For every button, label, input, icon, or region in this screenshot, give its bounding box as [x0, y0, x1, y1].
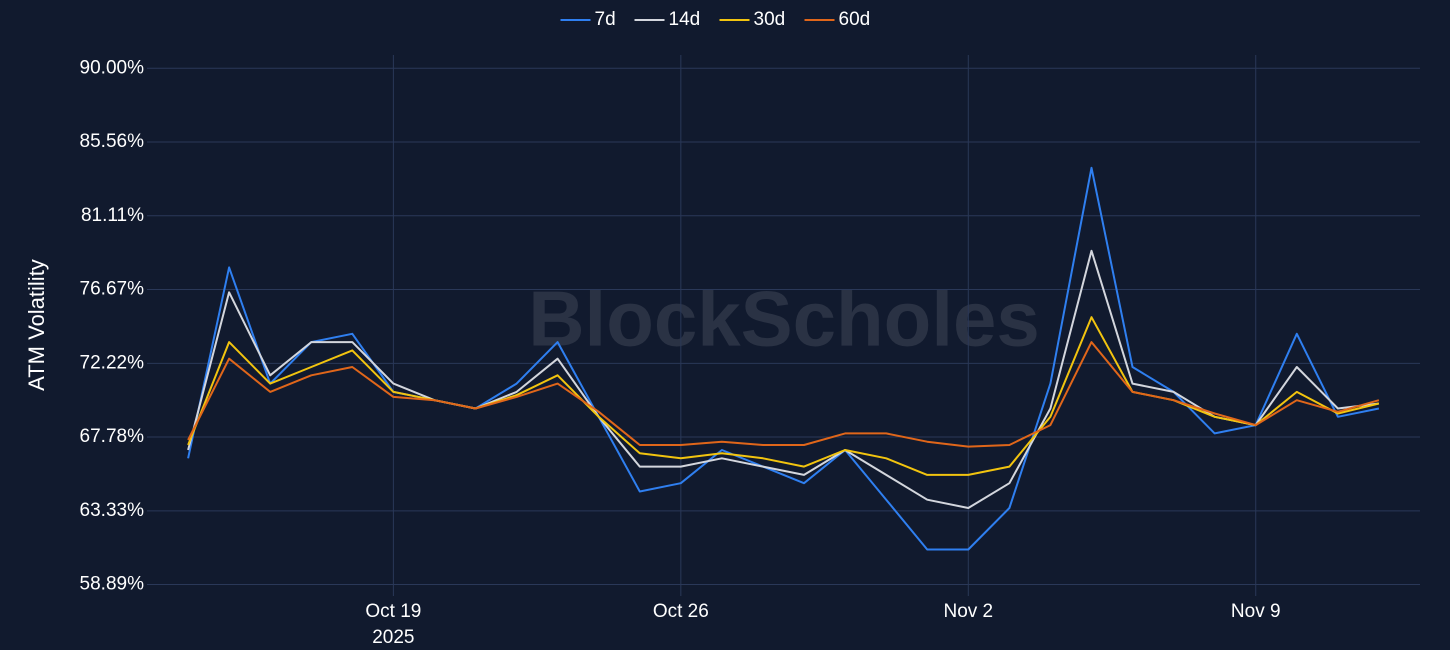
x-tick-label: Oct 19 — [365, 601, 421, 622]
legend-label[interactable]: 14d — [669, 9, 701, 30]
y-tick-label: 63.33% — [80, 500, 145, 521]
legend-label[interactable]: 60d — [839, 9, 871, 30]
series-line — [187, 166, 1380, 551]
y-tick-label: 90.00% — [80, 57, 145, 78]
y-tick-label: 58.89% — [80, 574, 145, 595]
x-tick-label: Nov 9 — [1231, 601, 1281, 622]
y-tick-label: 67.78% — [80, 426, 145, 447]
y-tick-label: 76.67% — [80, 279, 145, 300]
x-tick-label: Nov 2 — [943, 601, 993, 622]
series-line — [187, 249, 1380, 509]
y-tick-label: 81.11% — [81, 205, 144, 226]
legend-label[interactable]: 30d — [754, 9, 786, 30]
x-tick-year: 2025 — [372, 627, 414, 648]
y-tick-label: 72.22% — [80, 352, 145, 373]
y-axis-title: ATM Volatility — [24, 259, 49, 391]
series-line — [187, 341, 1380, 448]
x-tick-label: Oct 26 — [653, 601, 709, 622]
y-tick-label: 85.56% — [80, 131, 145, 152]
watermark: BlockScholes — [528, 275, 1040, 363]
legend-label[interactable]: 7d — [595, 9, 616, 30]
